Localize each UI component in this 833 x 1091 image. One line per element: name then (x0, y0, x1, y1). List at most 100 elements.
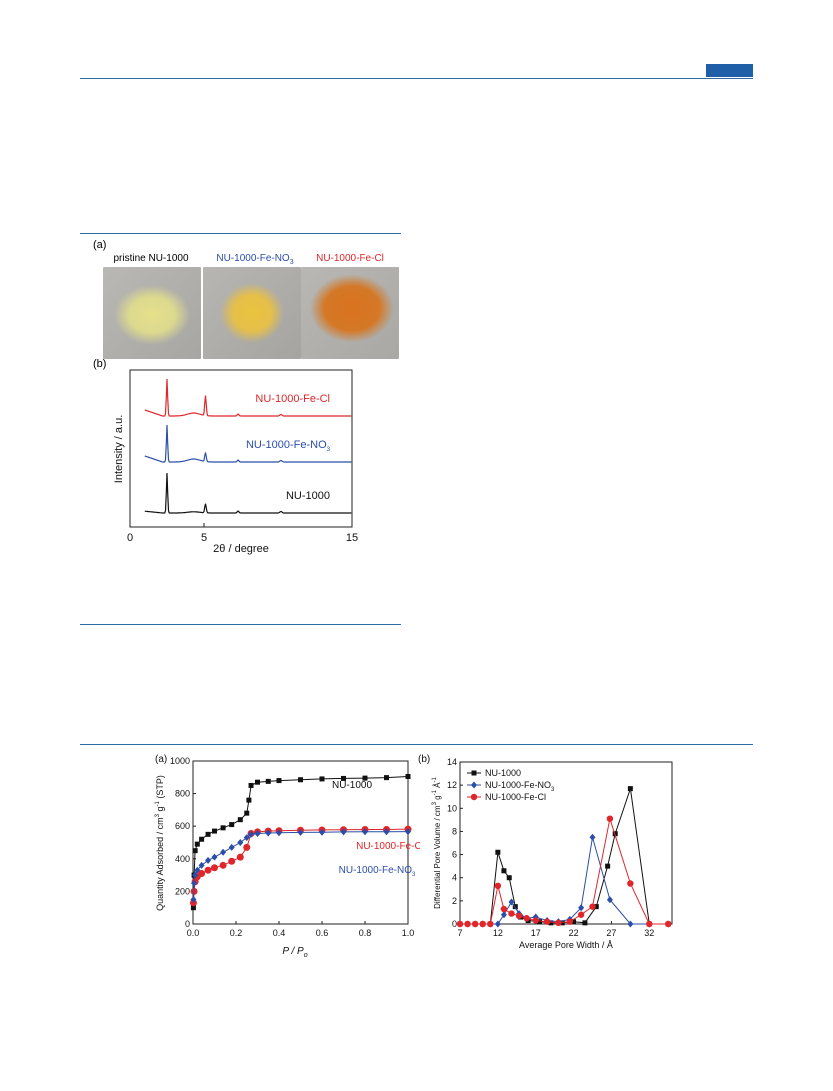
isotherm-x-tick-label: 0.4 (273, 928, 286, 938)
pore-x-tick-label: 7 (457, 928, 462, 938)
isotherm-point (228, 843, 235, 851)
isotherm-point (211, 864, 218, 872)
pore-point (577, 911, 585, 918)
xrd-plot-frame (129, 369, 353, 528)
xrd-x-tick-label: 15 (346, 532, 358, 544)
isotherm-point (198, 861, 205, 869)
isotherm-x-tick-label: 1.0 (402, 928, 415, 938)
header-rule (80, 78, 753, 79)
isotherm-y-tick-label: 0 (185, 919, 190, 929)
isotherm-x-tick-label: 0.6 (316, 928, 329, 938)
isotherm-point (276, 778, 282, 784)
pore-y-tick-label: 12 (447, 780, 457, 790)
isotherm-chart: (a) 0.0 0.2 0.4 0.6 0.8 1.002004006008001000 … (155, 754, 420, 958)
isotherm-point (237, 839, 244, 846)
xrd-series-label: NU-1000 (286, 490, 330, 502)
isotherm-point (248, 782, 254, 788)
pore-point (606, 815, 614, 822)
svg-text:Differential Pore Volume / cm3: Differential Pore Volume / cm3 g-1 Å-1 (432, 776, 442, 908)
isotherm-point (362, 775, 368, 781)
isotherm-point (191, 879, 198, 887)
pore-point (578, 904, 585, 912)
pore-legend-label: NU-1000-Fe-Cl (485, 792, 546, 802)
pore-point (571, 919, 577, 925)
pore-point (523, 915, 530, 922)
pore-point (508, 910, 515, 917)
pore-y-tick-label: 0 (452, 919, 457, 929)
photo-title-fe-cl: NU-1000-Fe-Cl (316, 253, 384, 264)
pore-y-tick-label: 8 (452, 826, 457, 836)
xrd-series-line (144, 472, 352, 514)
pore-point (627, 786, 633, 792)
pore-point (512, 904, 518, 910)
pore-legend-label: NU-1000-Fe-NO3 (485, 780, 555, 793)
pore-legend-marker (471, 781, 477, 789)
isotherm-point (205, 856, 212, 864)
isotherm-point (341, 775, 346, 781)
isotherm-x-tick-label: 0.8 (359, 928, 372, 938)
pore-point (646, 920, 653, 928)
pore-point (582, 920, 588, 926)
pore-point (494, 882, 502, 890)
isotherm-xlabel: P / Po (282, 946, 307, 958)
isotherm-point (405, 773, 411, 779)
isotherm-point (237, 817, 243, 823)
isotherm-annotation: NU-1000-Fe-Cl (356, 841, 420, 852)
xrd-x-tick-label: 5 (201, 532, 207, 544)
isotherm-point (192, 848, 198, 854)
pore-point (606, 896, 613, 904)
svg-text:P / Po: P / Po (282, 946, 307, 958)
isotherm-x-tick-label: 0.0 (187, 928, 200, 938)
isotherm-point (254, 830, 261, 838)
isotherm-annotation: NU-1000 (332, 780, 372, 791)
isotherm-point (190, 905, 196, 911)
photo-title-pristine: pristine NU-1000 (113, 253, 189, 264)
pore-point (593, 904, 599, 910)
isotherm-point (362, 828, 368, 836)
isotherm-point (243, 834, 250, 842)
photo-pristine-nu-1000 (103, 267, 201, 359)
pore-point (494, 920, 501, 928)
pore-x-tick-label: 32 (644, 928, 654, 938)
pore-legend-marker (471, 770, 477, 776)
pore-y-tick-label: 14 (447, 757, 457, 767)
pore-x-tick-label: 27 (606, 928, 616, 938)
pore-point (479, 920, 486, 928)
isotherm-point (340, 828, 347, 836)
isotherm-y-tick-label: 400 (175, 854, 190, 864)
isotherm-point (228, 857, 236, 865)
isotherm-point (192, 871, 199, 879)
pore-point (500, 905, 508, 913)
isotherm-point (319, 776, 325, 782)
isotherm-y-tick-label: 200 (175, 886, 190, 896)
isotherm-point (244, 810, 250, 816)
figure1-top-rule (80, 233, 401, 234)
isotherm-point (384, 775, 389, 781)
isotherm-y-tick-label: 800 (175, 789, 190, 799)
pore-point (508, 898, 515, 906)
panel-a-label: (a) (93, 239, 107, 251)
photo-nu-1000-fe-no3 (203, 267, 301, 359)
isotherm-point (198, 869, 206, 877)
pore-series-line (460, 788, 669, 925)
isotherm-point (212, 828, 217, 834)
pore-point (456, 920, 464, 928)
isotherm-ylabel: Quantity Adsorbed / cm3 g-1 (STP) (155, 775, 165, 911)
pore-point (627, 920, 634, 928)
pore-x-tick-label: 22 (569, 928, 579, 938)
isotherm-point (236, 853, 244, 861)
isotherm-point (220, 825, 226, 831)
pore-point (471, 920, 479, 928)
isotherm-point (246, 797, 252, 803)
pore-y-tick-label: 6 (452, 850, 457, 860)
pore-point (464, 920, 471, 928)
isotherm-point (255, 779, 260, 785)
pore-plot-frame (459, 761, 673, 925)
pore-panel-label: (b) (418, 754, 430, 765)
isotherm-x-tick-label: 0.2 (230, 928, 243, 938)
pore-point (537, 919, 542, 925)
pore-point (566, 918, 573, 925)
isotherm-point (248, 830, 255, 838)
isotherm-point (199, 836, 205, 842)
xrd-series-label: NU-1000-Fe-Cl (255, 393, 330, 405)
